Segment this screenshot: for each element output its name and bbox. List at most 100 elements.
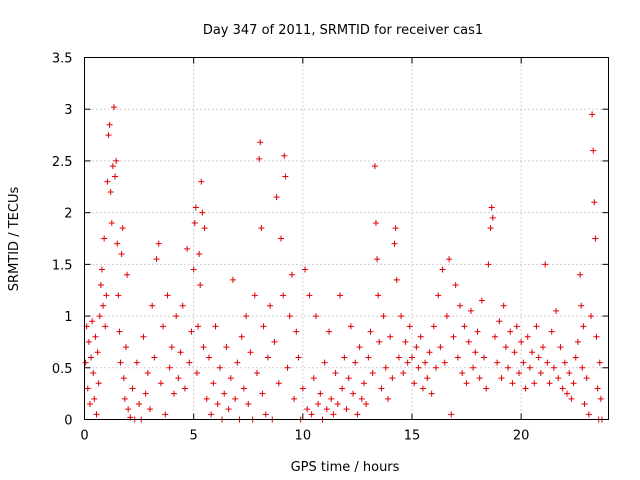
data-point: [107, 188, 114, 195]
data-point: [262, 411, 269, 418]
x-tick-labels: 0 5 10 15 20: [80, 429, 529, 444]
data-point: [225, 406, 232, 413]
data-point: [216, 364, 223, 371]
y-tick-label: 2: [64, 207, 72, 222]
data-point: [450, 333, 457, 340]
data-point: [196, 251, 203, 258]
data-point: [413, 344, 420, 351]
data-point: [124, 271, 131, 278]
y-tick-label: 3.5: [52, 52, 73, 67]
data-point: [119, 225, 126, 232]
data-point: [243, 313, 250, 320]
data-point: [435, 292, 442, 299]
data-point: [197, 282, 204, 289]
data-point: [232, 395, 239, 402]
data-point: [376, 338, 383, 345]
data-point: [210, 380, 217, 387]
data-point: [186, 359, 193, 366]
data-point: [402, 338, 409, 345]
data-point: [195, 323, 202, 330]
data-point: [247, 349, 254, 356]
data-point: [592, 235, 599, 242]
data-point: [133, 359, 140, 366]
data-point: [498, 375, 505, 382]
data-point: [341, 354, 348, 361]
data-point: [106, 121, 113, 128]
data-point: [409, 354, 415, 361]
data-point: [98, 266, 105, 273]
data-point: [245, 400, 252, 407]
data-point: [90, 369, 97, 376]
data-point: [437, 344, 444, 351]
data-point: [548, 328, 555, 335]
data-point: [321, 359, 328, 366]
x-tick-label: 10: [295, 429, 312, 444]
data-point: [278, 235, 284, 242]
data-point: [400, 369, 407, 376]
data-point: [540, 344, 546, 351]
data-point: [507, 328, 514, 335]
data-point: [363, 400, 370, 407]
data-point: [181, 385, 188, 392]
data-point: [542, 261, 549, 268]
data-point: [485, 261, 492, 268]
x-tick-label: 20: [513, 429, 530, 444]
data-point: [350, 390, 357, 397]
data-point: [380, 313, 387, 320]
data-point: [256, 155, 263, 162]
data-point: [203, 395, 210, 402]
data-point: [578, 302, 585, 309]
data-point: [524, 333, 531, 340]
data-point: [518, 338, 525, 345]
data-point: [515, 369, 522, 376]
data-point: [142, 390, 149, 397]
data-point: [430, 323, 437, 330]
data-point: [585, 411, 592, 418]
data-point: [293, 328, 300, 335]
data-point: [572, 354, 579, 361]
data-point: [191, 219, 198, 226]
data-point: [105, 132, 112, 139]
data-point: [375, 292, 382, 299]
data-point: [369, 369, 376, 376]
chart-title: Day 347 of 2011, SRMTID for receiver cas…: [203, 23, 483, 38]
data-point: [391, 240, 398, 247]
data-point: [374, 256, 381, 263]
data-point: [387, 333, 394, 340]
data-point: [89, 318, 96, 325]
data-point: [522, 385, 529, 392]
data-point: [101, 235, 108, 242]
data-point: [579, 364, 586, 371]
data-point: [472, 349, 479, 356]
data-point: [82, 359, 89, 366]
data-point: [140, 333, 147, 340]
data-point: [125, 406, 132, 413]
data-point: [147, 406, 153, 413]
data-point: [267, 302, 274, 309]
data-point: [120, 375, 127, 382]
data-point: [398, 313, 405, 320]
data-point: [533, 323, 540, 330]
data-point: [393, 276, 400, 283]
data-point: [162, 411, 169, 418]
data-point: [443, 313, 450, 320]
y-tick-label: 0: [64, 414, 72, 429]
data-point: [354, 411, 361, 418]
data-point: [299, 385, 306, 392]
data-point: [251, 292, 258, 299]
data-point: [577, 271, 584, 278]
data-point: [117, 359, 124, 366]
data-point: [448, 411, 455, 418]
data-point: [271, 338, 278, 345]
data-point: [171, 390, 178, 397]
data-point: [192, 204, 199, 211]
data-point: [372, 219, 379, 226]
axis-ticks: [84, 57, 609, 420]
data-point: [221, 390, 228, 397]
data-point: [112, 173, 119, 180]
data-point: [356, 344, 363, 351]
plot-frame: [84, 57, 609, 420]
data-point: [392, 225, 399, 232]
data-point: [227, 375, 234, 382]
data-point: [108, 219, 115, 226]
